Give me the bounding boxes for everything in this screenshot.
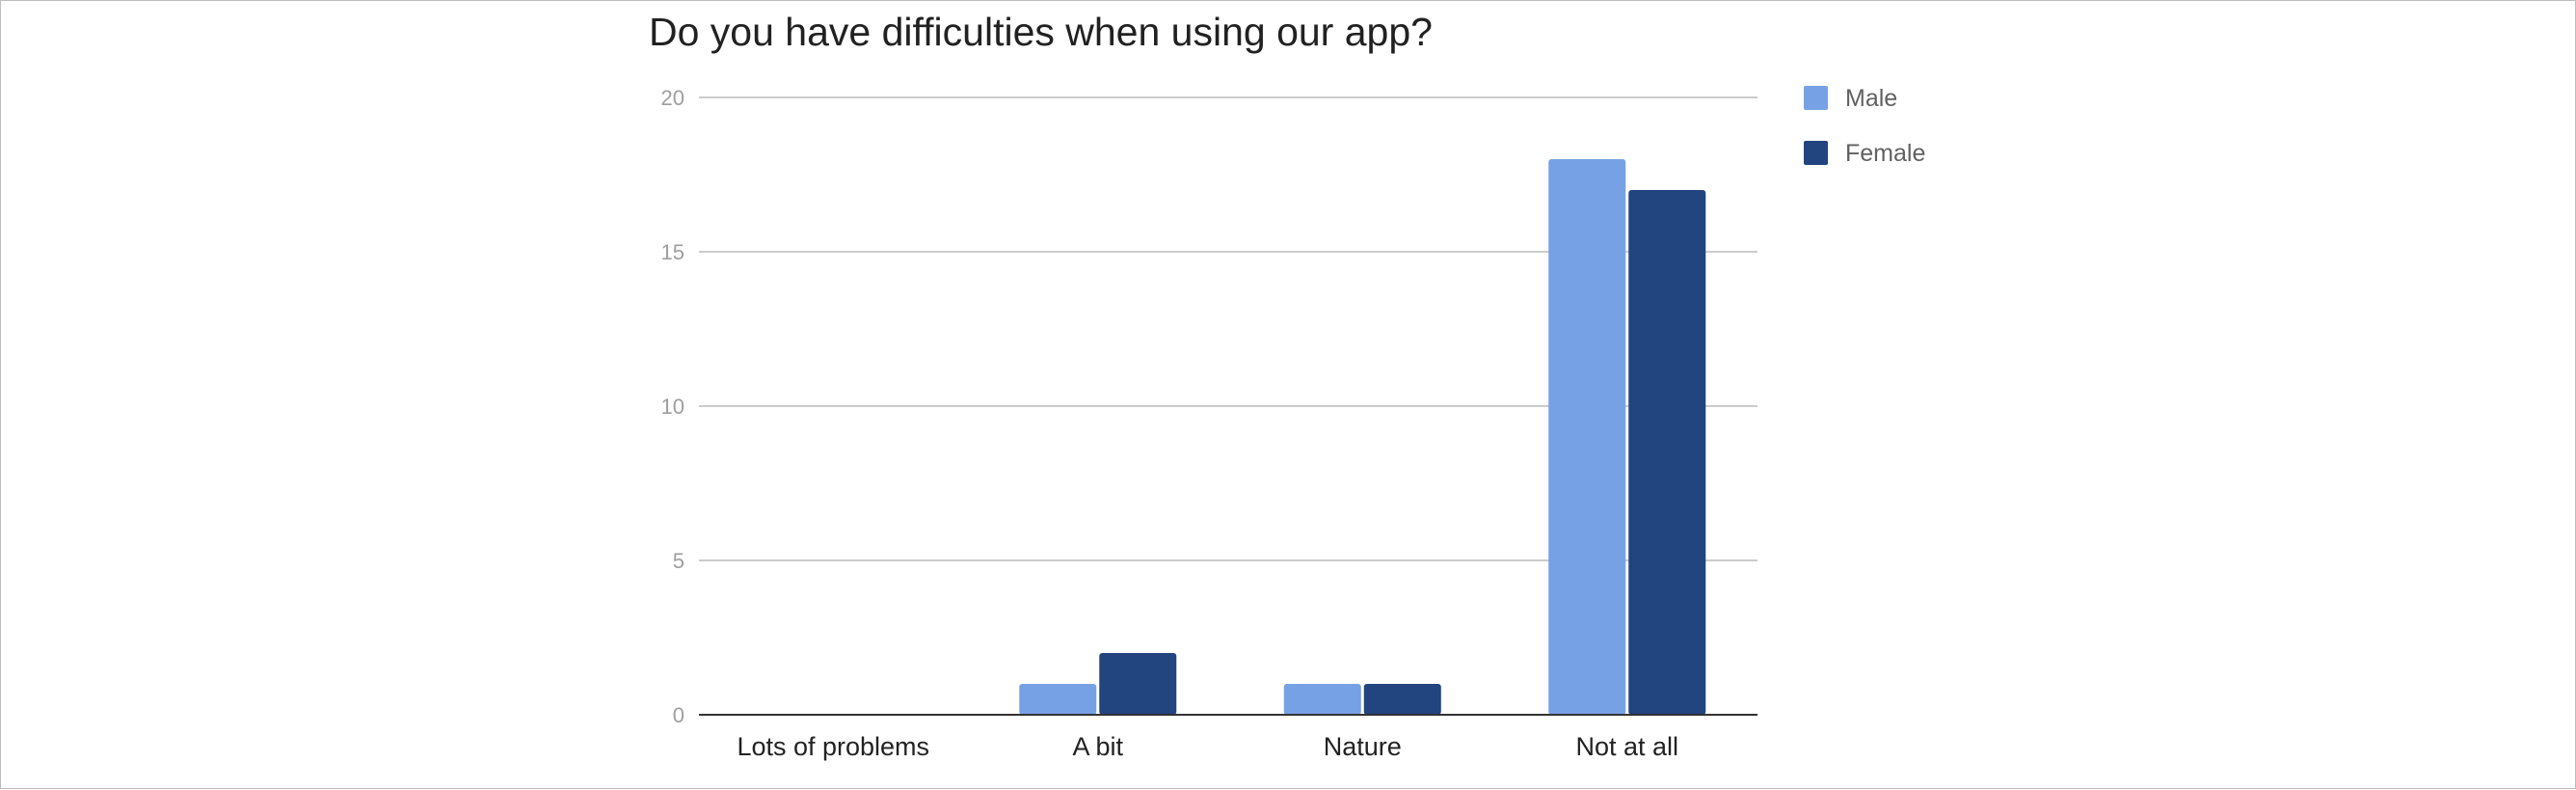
x-axis-ticks: Lots of problems A bit Nature Not at all (737, 732, 1678, 761)
y-tick-label: 20 (661, 86, 684, 110)
legend-label-female: Female (1845, 140, 1925, 167)
x-tick-label: Lots of problems (737, 732, 929, 761)
y-axis-ticks: 0 5 10 15 20 (661, 86, 684, 727)
bar-female-3 (1628, 190, 1706, 715)
legend-swatch-female (1804, 141, 1828, 165)
legend-label-male: Male (1845, 85, 1897, 112)
bar-male-2 (1283, 684, 1361, 715)
bar-female-1 (1099, 653, 1177, 715)
x-tick-label: A bit (1072, 732, 1123, 761)
legend: Male Female (1804, 85, 1925, 167)
bar-male-3 (1548, 159, 1626, 715)
bars (1019, 159, 1706, 715)
chart-title: Do you have difficulties when using our … (649, 10, 1433, 54)
x-tick-label: Nature (1324, 732, 1402, 761)
bar-male-1 (1019, 684, 1097, 715)
bar-female-2 (1363, 684, 1441, 715)
y-tick-label: 15 (661, 240, 684, 264)
y-tick-label: 5 (673, 549, 684, 573)
y-tick-label: 0 (673, 703, 684, 727)
x-tick-label: Not at all (1575, 732, 1678, 761)
legend-swatch-male (1804, 86, 1828, 110)
y-tick-label: 10 (661, 395, 684, 419)
